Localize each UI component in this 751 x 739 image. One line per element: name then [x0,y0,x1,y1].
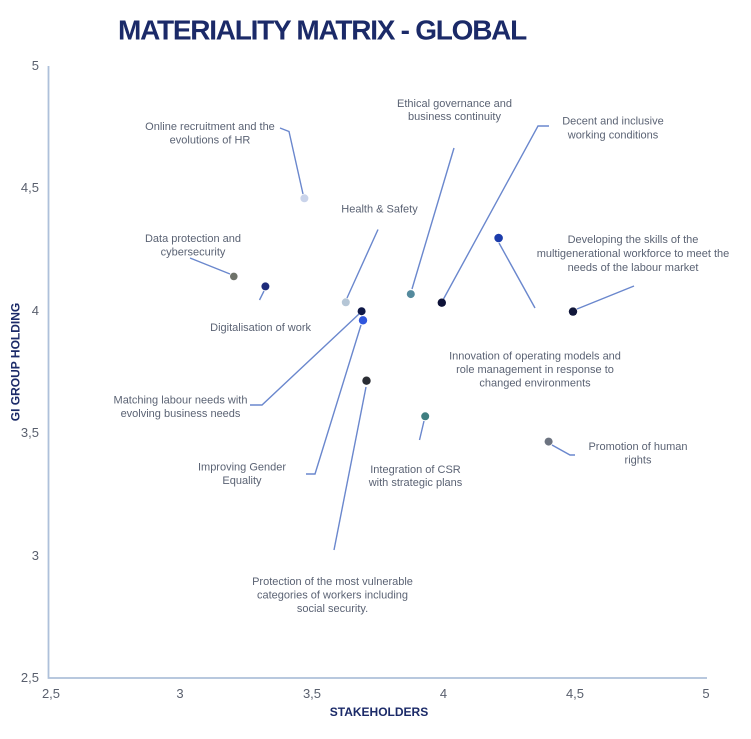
svg-text:4: 4 [440,686,447,701]
svg-text:3: 3 [176,686,183,701]
svg-text:3,5: 3,5 [21,425,39,440]
svg-text:Health & Safety: Health & Safety [341,204,418,216]
svg-text:5: 5 [702,686,709,701]
svg-text:2,5: 2,5 [21,670,39,685]
svg-text:5: 5 [32,58,39,73]
svg-text:Innovation of operating models: Innovation of operating models and role m… [449,351,621,390]
svg-text:4,5: 4,5 [21,180,39,195]
svg-text:STAKEHOLDERS: STAKEHOLDERS [330,705,428,719]
svg-text:Digitalisation of work: Digitalisation of work [210,322,311,334]
svg-text:4,5: 4,5 [566,686,584,701]
svg-text:MATERIALITY MATRIX - GLOBAL: MATERIALITY MATRIX - GLOBAL [118,15,527,46]
svg-text:2,5: 2,5 [42,686,60,701]
svg-text:3: 3 [32,548,39,563]
svg-text:4: 4 [32,303,39,318]
svg-text:GI GROUP HOLDING: GI GROUP HOLDING [9,303,23,421]
svg-text:3,5: 3,5 [303,686,321,701]
